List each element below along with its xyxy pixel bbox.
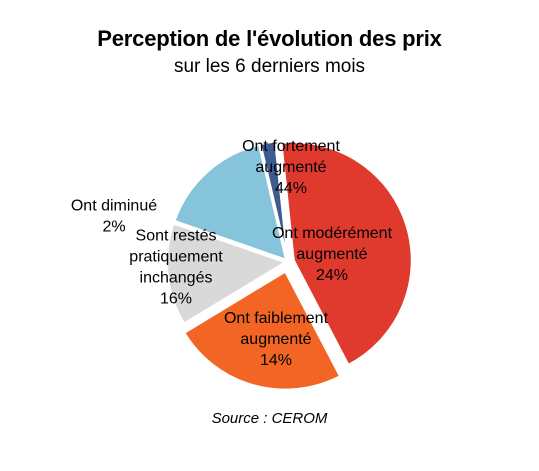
slice-label-line: pratiquement xyxy=(129,249,223,266)
slice-label: Ont fortement augmenté 44% xyxy=(242,138,340,197)
slice-label-line: inchangés xyxy=(140,270,213,287)
slice-percent: 24% xyxy=(316,267,348,284)
slice-percent: 16% xyxy=(160,291,192,308)
slice-label-line: Ont diminué xyxy=(71,198,157,215)
pie-slice xyxy=(280,141,413,367)
slice-label-line: augmenté xyxy=(255,159,326,176)
slice-label-line: augmenté xyxy=(296,246,367,263)
slice-label-line: augmenté xyxy=(240,331,311,348)
slice-label: Ont faiblement augmenté 14% xyxy=(224,310,329,369)
slice-percent: 2% xyxy=(102,219,125,236)
slice-label-line: Sont restés xyxy=(136,228,217,245)
slice-percent: 44% xyxy=(275,180,307,197)
slice-label-line: Ont faiblement xyxy=(224,310,329,327)
pie-slice xyxy=(183,270,342,391)
chart-title: Perception de l'évolution des prix xyxy=(97,26,442,51)
pie-slice xyxy=(259,140,289,260)
chart-subtitle: sur les 6 derniers mois xyxy=(173,56,366,77)
pie-slice xyxy=(166,222,288,325)
source-note: Source : CEROM xyxy=(211,410,328,427)
slice-percent: 14% xyxy=(260,352,292,369)
slice-label-line: Ont modérément xyxy=(272,225,393,242)
slice-label-line: Ont fortement xyxy=(242,138,340,155)
pie-slice xyxy=(173,143,288,262)
slice-label: Sont restés pratiquement inchangés 16% xyxy=(129,228,223,308)
slice-label: Ont modérément augmenté 24% xyxy=(272,225,393,284)
slice-label: Ont diminué 2% xyxy=(71,198,157,236)
